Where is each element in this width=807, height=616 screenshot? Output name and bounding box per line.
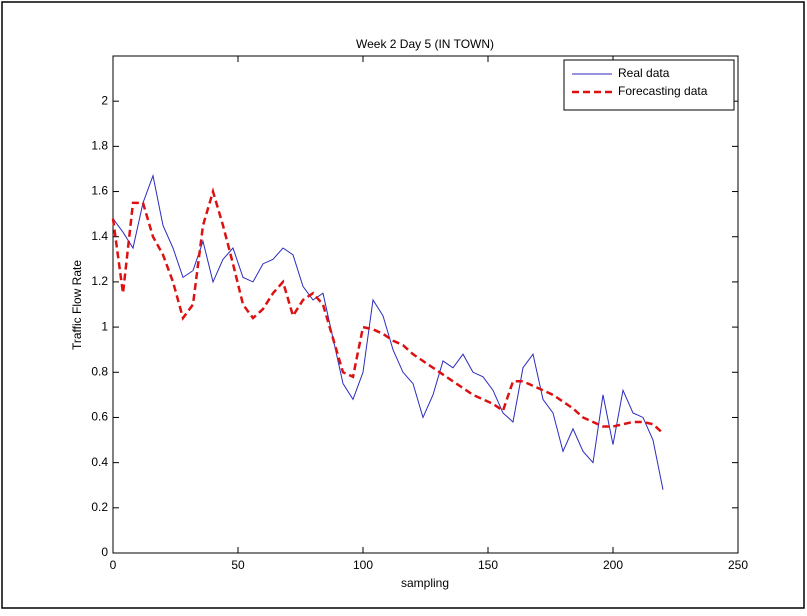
chart-title: Week 2 Day 5 (IN TOWN) (356, 37, 494, 51)
x-tick-label: 0 (110, 558, 117, 572)
x-axis-label: sampling (401, 576, 449, 590)
y-tick-label: 1 (101, 319, 108, 333)
data-line (111, 187, 664, 435)
y-tick-label: 1.6 (91, 184, 108, 198)
y-tick-label: 2 (101, 93, 108, 107)
y-tick-label: 0.4 (91, 455, 108, 469)
y-tick-label: 1.4 (91, 229, 108, 243)
y-tick-label: 0 (101, 545, 108, 559)
y-tick-label: 0.2 (91, 500, 108, 514)
legend-box (563, 59, 735, 111)
legend-label: Forecasting data (618, 84, 708, 98)
plot-area (112, 55, 739, 554)
x-tick-label: 200 (603, 558, 623, 572)
y-tick-label: 0.8 (91, 364, 108, 378)
x-tick-label: 100 (353, 558, 373, 572)
y-tick-label: 1.8 (91, 139, 108, 153)
x-tick-label: 150 (478, 558, 498, 572)
legend-label: Real data (618, 66, 670, 80)
x-tick-label: 250 (728, 558, 748, 572)
y-tick-label: 1.2 (91, 274, 108, 288)
x-tick-label: 50 (231, 558, 245, 572)
y-tick-label: 0.6 (91, 410, 108, 424)
data-line (112, 173, 664, 490)
y-axis-label: Traffic Flow Rate (70, 260, 84, 350)
